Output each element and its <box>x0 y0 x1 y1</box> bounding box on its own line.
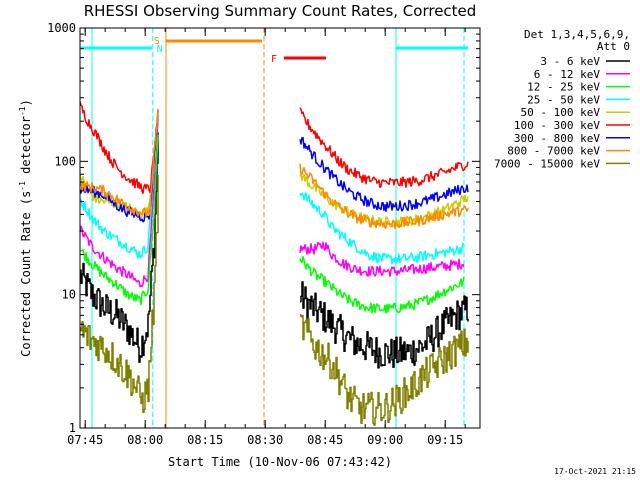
x-tick-label: 08:00 <box>127 433 163 447</box>
y-tick-label: 1000 <box>47 21 76 35</box>
axes: 07:45 08:00 08:15 08:30 08:45 09:00 09:15 1 10 10… <box>47 21 480 447</box>
series-line-6-seg1 <box>79 101 159 195</box>
legend-label: 800 - 7000 keV <box>507 145 600 158</box>
legend-label: 25 - 50 keV <box>527 93 600 106</box>
series-line-2-seg2 <box>299 241 465 277</box>
x-axis-label: Start Time (10-Nov-06 07:43:42) <box>168 455 392 469</box>
y-tick-label: 100 <box>54 154 76 168</box>
footer-date: 17-Oct-2021 21:15 <box>554 467 636 476</box>
x-tick-label: 08:30 <box>247 433 283 447</box>
legend-header-line2: Att 0 <box>597 40 630 53</box>
legend-label: 12 - 25 keV <box>527 81 600 94</box>
series-line-1-seg2 <box>300 281 469 369</box>
legend-label: 50 - 100 keV <box>521 106 601 119</box>
series-line-3-seg1 <box>79 134 159 306</box>
legend-label: 6 - 12 keV <box>534 68 601 81</box>
series-line-6-seg2 <box>299 107 469 189</box>
chart-title: RHESSI Observing Summary Count Rates, Co… <box>84 2 477 20</box>
series-line-4-seg1 <box>79 115 159 259</box>
y-tick-label: 10 <box>62 288 76 302</box>
plot-marks: SN F <box>79 28 469 428</box>
legend-label: 100 - 300 keV <box>514 119 600 132</box>
series-line-8-seg2 <box>299 163 469 230</box>
series-line-3-seg2 <box>299 255 465 314</box>
x-tick-label: 07:45 <box>67 433 103 447</box>
x-tick-label: 09:15 <box>427 433 463 447</box>
y-axis-label: Corrected Count Rate (s-1 detector-1) <box>18 99 33 357</box>
legend-label: 300 - 800 keV <box>514 132 600 145</box>
series-line-7-seg2 <box>299 136 469 212</box>
x-tick-label: 09:00 <box>367 433 403 447</box>
legend-header-line1: Det 1,3,4,5,6,9, <box>524 28 630 41</box>
x-tick-label: 08:45 <box>307 433 343 447</box>
legend-label: 7000 - 15000 keV <box>494 157 600 170</box>
saa-start-marker: S <box>154 36 160 47</box>
series-line-8-seg1 <box>79 108 159 217</box>
series-line-2-seg1 <box>79 119 159 288</box>
plot-frame <box>79 27 481 429</box>
series-line-4-seg2 <box>299 192 465 265</box>
series-line-1-seg1 <box>80 132 159 363</box>
legend-label: 3 - 6 keV <box>540 55 600 68</box>
night-marker: N <box>157 44 163 55</box>
flare-marker: F <box>271 54 277 65</box>
series-line-9-seg1 <box>80 175 159 414</box>
y-tick-label: 1 <box>69 421 76 435</box>
series-line-9-seg2 <box>300 314 469 426</box>
x-tick-label: 08:15 <box>187 433 223 447</box>
